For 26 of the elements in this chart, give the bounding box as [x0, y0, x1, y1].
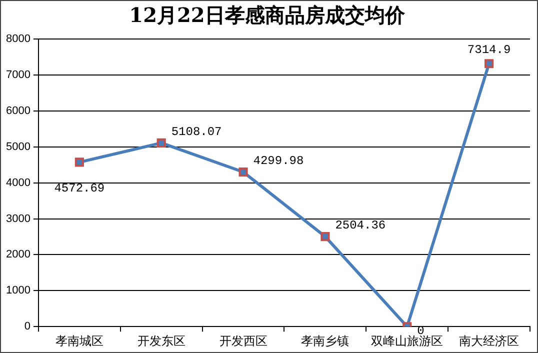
x-tick-label: 开发东区 [137, 334, 186, 348]
x-tick-label: 双峰山旅游区 [371, 334, 444, 348]
y-tick-label: 4000 [6, 176, 30, 189]
x-tick-label: 开发西区 [219, 334, 268, 348]
point [320, 232, 330, 242]
chart-title: 12月22日孝感商品房成交均价 [129, 3, 406, 28]
data-label: 2504.36 [335, 218, 386, 233]
y-tick-label: 6000 [6, 104, 30, 117]
x-tick-label: 孝南城区 [55, 334, 104, 348]
point [484, 59, 494, 68]
data-label: 4299.98 [253, 154, 304, 168]
y-tick-label: 3000 [6, 212, 30, 225]
data-label: 5108.07 [171, 125, 222, 140]
data-label: 4572.69 [54, 181, 105, 196]
y-tick-label: 7000 [6, 68, 30, 81]
data-label: 7314.9 [467, 42, 511, 57]
y-tick-label: 2000 [6, 248, 30, 261]
x-tick-label: 南大经济区 [459, 334, 520, 348]
point [238, 167, 248, 177]
y-tick-label: 0 [24, 320, 30, 333]
y-tick-label: 8000 [6, 33, 30, 46]
point [156, 138, 166, 148]
x-tick-label: 孝南乡镇 [301, 334, 350, 348]
y-tick-label: 5000 [6, 140, 30, 153]
point [74, 158, 84, 167]
y-tick-label: 1000 [6, 284, 30, 297]
